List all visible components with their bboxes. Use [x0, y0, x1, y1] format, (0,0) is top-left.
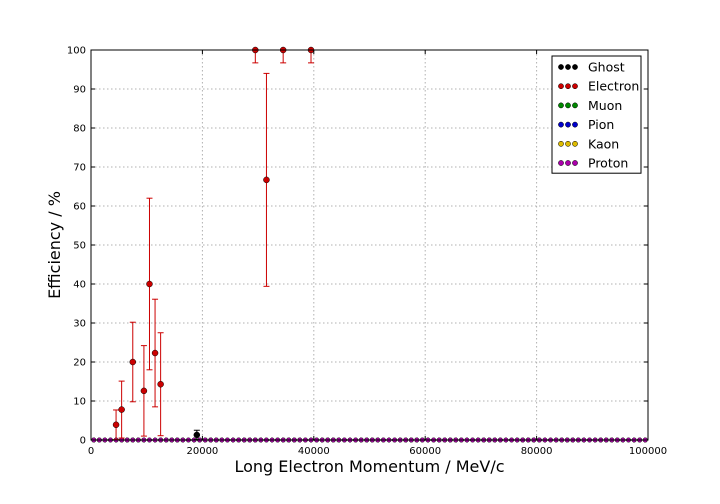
- y-tick-label: 50: [73, 241, 86, 252]
- x-axis-label: Long Electron Momentum / MeV/c: [234, 457, 504, 476]
- data-point: [140, 345, 148, 437]
- legend-marker: [565, 140, 571, 147]
- legend-entry: Pion: [558, 117, 614, 132]
- data-point: [263, 72, 270, 287]
- legend-marker: [572, 160, 578, 166]
- axis-ticks: 0 20000 40000 60000 80000 100000 0 10 20 30 40 50 60…: [67, 46, 667, 458]
- marker: [118, 406, 125, 413]
- data-point: [112, 409, 120, 441]
- x-tick-label: 80000: [521, 446, 553, 457]
- legend-label: Ghost: [588, 60, 625, 75]
- marker: [129, 358, 137, 366]
- data-points: [112, 46, 315, 441]
- legend-marker: [565, 64, 571, 70]
- legend-marker: [558, 140, 564, 147]
- marker: [140, 387, 148, 395]
- data-point: [307, 46, 315, 64]
- marker: [157, 380, 164, 388]
- legend-marker: [558, 64, 564, 70]
- data-point: [252, 46, 259, 64]
- legend-entry: Ghost: [558, 60, 625, 75]
- y-tick-label: 40: [73, 280, 86, 291]
- marker: [146, 280, 153, 288]
- y-axis-label: Efficiency / %: [45, 191, 64, 299]
- legend-entry: Kaon: [558, 136, 619, 151]
- legend: Ghost Electron Muon Pion Kaon Proton: [551, 55, 642, 174]
- y-tick-label: 0: [80, 436, 86, 447]
- data-point: [151, 298, 159, 408]
- marker: [193, 431, 201, 439]
- legend-marker: [565, 102, 571, 109]
- y-tick-label: 30: [73, 319, 86, 330]
- legend-marker: [558, 102, 564, 109]
- x-tick-label: 20000: [186, 446, 218, 457]
- y-tick-label: 90: [73, 85, 86, 96]
- legend-box: [551, 55, 642, 174]
- y-tick-label: 80: [73, 124, 86, 135]
- x-tick-label: 60000: [409, 446, 441, 457]
- legend-marker: [558, 160, 564, 166]
- marker: [263, 176, 270, 184]
- legend-marker: [572, 102, 578, 109]
- y-tick-label: 70: [73, 163, 86, 174]
- legend-marker: [565, 160, 571, 166]
- y-tick-label: 60: [73, 202, 86, 213]
- legend-marker: [572, 83, 578, 90]
- legend-entry: Electron: [558, 79, 639, 94]
- marker: [112, 421, 120, 429]
- data-point: [146, 197, 153, 371]
- legend-entry: Muon: [558, 98, 622, 113]
- data-point: [157, 332, 164, 437]
- y-tick-label: 10: [73, 397, 86, 408]
- y-tick-label: 20: [73, 358, 86, 369]
- x-tick-label: 100000: [629, 446, 667, 457]
- legend-marker: [572, 121, 578, 128]
- data-point: [279, 46, 287, 64]
- legend-marker: [572, 64, 578, 70]
- y-tick-label: 100: [67, 46, 86, 57]
- legend-label: Muon: [588, 98, 622, 113]
- legend-marker: [558, 121, 564, 128]
- legend-label: Proton: [588, 156, 628, 171]
- legend-marker: [572, 140, 578, 147]
- x-tick-label: 40000: [298, 446, 330, 457]
- legend-label: Kaon: [588, 136, 619, 151]
- legend-label: Pion: [588, 117, 614, 132]
- data-point: [118, 380, 125, 439]
- x-tick-label: 0: [88, 446, 94, 457]
- marker: [151, 349, 159, 357]
- legend-label: Electron: [588, 79, 639, 94]
- legend-marker: [558, 83, 564, 90]
- legend-marker: [565, 83, 571, 90]
- data-point: [129, 321, 137, 403]
- legend-marker: [565, 121, 571, 128]
- legend-entry: Proton: [558, 156, 628, 171]
